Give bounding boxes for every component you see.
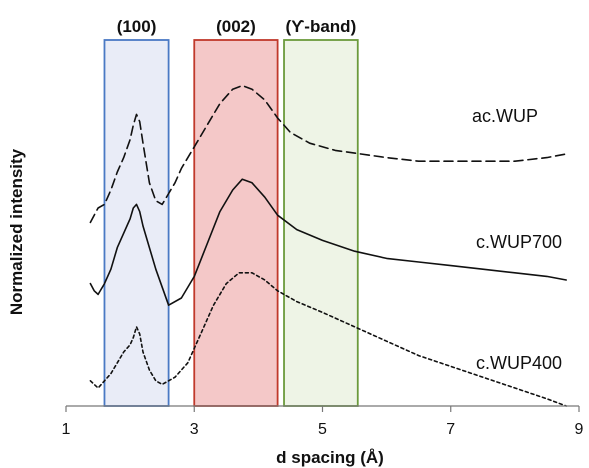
series-label-2: c.WUP400: [476, 353, 562, 373]
x-axis: 1 3 5 7 9: [62, 405, 584, 438]
series-line-1: [89, 178, 567, 306]
x-tick-label-0: 1: [62, 421, 71, 438]
region-box-1: [193, 39, 279, 407]
region-label-0: (100): [117, 17, 157, 36]
x-tick-label-4: 9: [575, 421, 584, 438]
series-line-2: [89, 272, 567, 407]
x-tick-label-3: 7: [446, 421, 455, 438]
x-tick-label-2: 5: [318, 421, 327, 438]
series-line-0: [89, 84, 567, 224]
series-label-0: ac.WUP: [472, 106, 538, 126]
x-tick-label-1: 3: [190, 421, 199, 438]
y-axis-title: Normalized intensity: [7, 148, 26, 315]
x-axis-title: d spacing (Å): [276, 448, 384, 467]
region-box-0: [103, 39, 170, 407]
region-box-2: [283, 39, 359, 407]
region-label-2: (ϒ-band): [286, 17, 357, 36]
highlight-regions: (100) (002) (ϒ-band): [103, 17, 359, 407]
region-label-1: (002): [216, 17, 256, 36]
series-label-1: c.WUP700: [476, 232, 562, 252]
series-lines: ac.WUP c.WUP700 c.WUP400: [89, 84, 567, 407]
